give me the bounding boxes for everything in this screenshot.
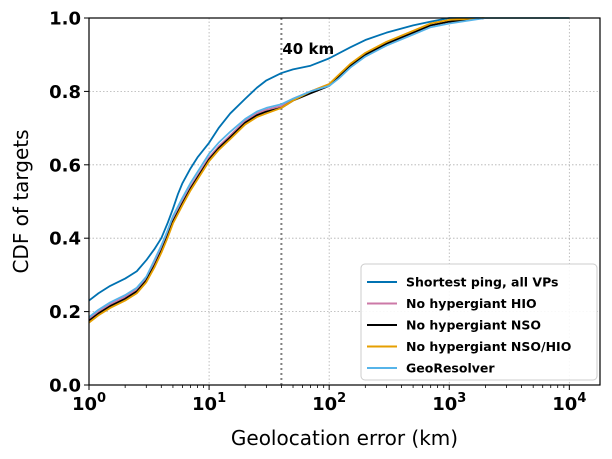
plot-frame <box>88 17 601 386</box>
annotation-layer: 40 km <box>280 18 334 385</box>
y-tick-label: 0.0 <box>49 376 81 397</box>
x-tick-label: 102 <box>312 391 346 415</box>
x-axis-title: Geolocation error (km) <box>231 426 458 450</box>
legend-label: No hypergiant HIO <box>406 296 537 311</box>
x-tick-label: 103 <box>432 391 466 415</box>
series-line-1 <box>88 17 570 302</box>
x-tick-label: 100 <box>72 391 106 415</box>
tick-labels: 0.0 0.2 0.4 0.6 0.8 1.0 100 101 102 103 104 <box>49 9 586 416</box>
series-line-5 <box>88 17 570 318</box>
legend-box <box>360 263 598 381</box>
y-axis-title: CDF of targets <box>9 129 33 273</box>
x-tick-label: 104 <box>552 391 586 415</box>
legend: Shortest ping, all VPs No hypergiant HIO N… <box>360 263 598 381</box>
y-tick-label: 1.0 <box>49 9 81 30</box>
y-tick-label: 0.4 <box>49 229 81 250</box>
y-tick-label: 0.2 <box>49 302 81 323</box>
x-tick-label: 101 <box>192 391 226 415</box>
y-tick-label: 0.8 <box>49 82 81 103</box>
series-line-4 <box>88 17 570 324</box>
series-layer <box>88 17 570 324</box>
legend-label: GeoResolver <box>406 361 495 376</box>
annotation-label: 40 km <box>282 40 334 58</box>
legend-label: No hypergiant NSO/HIO <box>406 339 571 354</box>
ticks-layer <box>84 17 570 390</box>
legend-label: Shortest ping, all VPs <box>406 275 558 290</box>
legend-label: No hypergiant NSO <box>406 318 541 333</box>
y-tick-label: 0.6 <box>49 155 81 176</box>
